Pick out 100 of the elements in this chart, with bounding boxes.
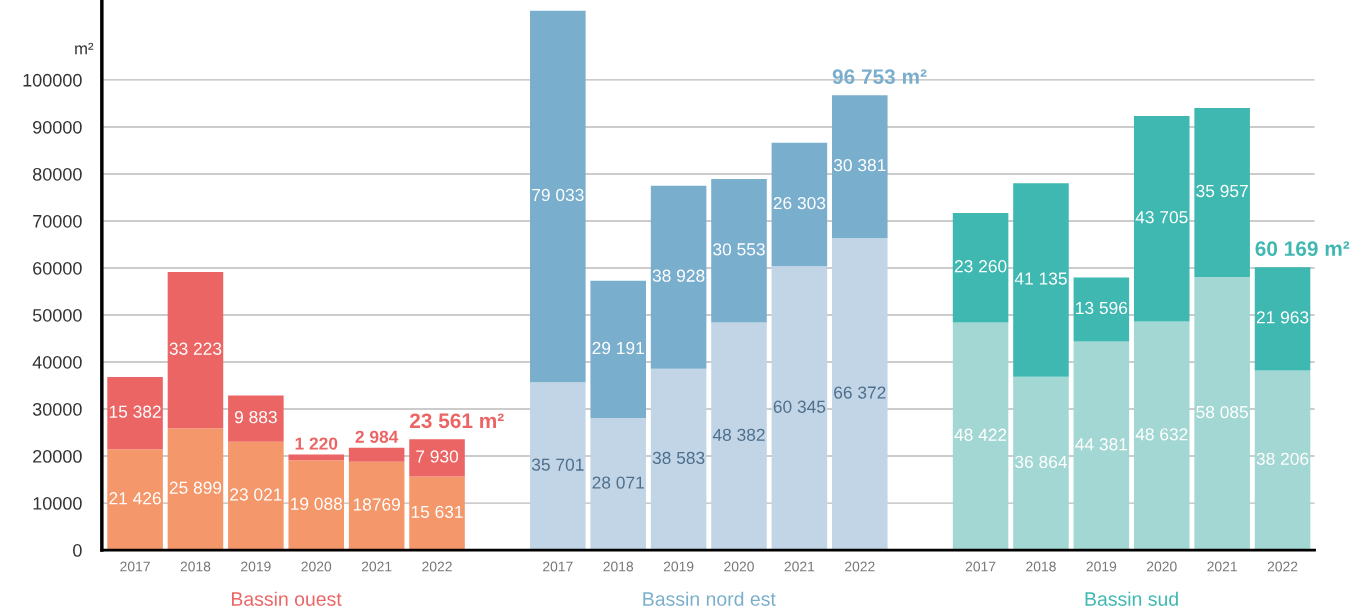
data-label: 7 930 [416, 450, 459, 463]
x-tick-label: 2019 [663, 561, 694, 572]
bar [590, 418, 646, 551]
bar [771, 142, 828, 267]
bar [590, 280, 646, 419]
data-label: 23 021 [230, 488, 282, 501]
text: Bassin nord est [643, 591, 776, 606]
data-label: 66 372 [834, 386, 886, 399]
x-tick-label: 2018 [180, 561, 211, 572]
y-tick-label: 30000 [32, 402, 82, 416]
text: Bassin sud [1085, 591, 1178, 606]
bar [167, 428, 224, 551]
bar [1254, 370, 1311, 551]
data-label: 2 984 [355, 430, 399, 443]
data-label: 23 260 [954, 260, 1007, 273]
y-axis-title: m² [75, 42, 94, 55]
x-tick-label: 2020 [724, 561, 754, 572]
bar [348, 461, 405, 551]
data-label: 48 382 [712, 428, 765, 442]
text: Bassin ouest [231, 591, 342, 606]
data-label: 36 864 [1015, 455, 1068, 469]
data-label: 33 223 [169, 342, 222, 355]
data-label: 58 085 [1196, 405, 1248, 419]
bar [107, 377, 163, 450]
data-label: 19 088 [291, 497, 343, 510]
x-tick-label: 2017 [965, 561, 996, 572]
bar [952, 213, 1009, 323]
bar [107, 449, 163, 551]
bar [952, 322, 1009, 551]
bar [832, 238, 888, 551]
data-label: 21 963 [1256, 311, 1309, 324]
total-label: 23 561 m² [409, 413, 504, 429]
data-label: 44 381 [1075, 438, 1128, 451]
data-label: 41 135 [1014, 272, 1067, 285]
data-label: 15 631 [411, 505, 463, 518]
data-label: 38 206 [1256, 452, 1309, 465]
x-tick-label: 2021 [1207, 561, 1237, 572]
data-label: 1 220 [295, 437, 338, 450]
bar [1073, 277, 1130, 342]
x-tick-label: 2021 [361, 561, 392, 572]
x-tick-label: 2019 [1086, 561, 1117, 572]
y-tick-label: 90000 [33, 120, 82, 134]
data-label: 38 928 [652, 269, 705, 282]
data-label: 35 957 [1196, 184, 1248, 198]
bar [288, 460, 345, 551]
bar [1194, 277, 1250, 551]
data-label: 9 883 [234, 410, 277, 424]
bar [1133, 115, 1190, 322]
total-label: 96 753 m² [832, 69, 927, 85]
y-tick-label: 70000 [33, 214, 82, 228]
bar [1013, 376, 1069, 551]
y-tick-label: 50000 [32, 308, 82, 322]
data-label: 30 381 [833, 158, 886, 172]
x-tick-label: 2021 [784, 561, 815, 572]
bar [1254, 267, 1311, 371]
total-label: 60 169 m² [1255, 241, 1350, 257]
x-tick-label: 2017 [120, 561, 150, 572]
bar [711, 178, 767, 323]
data-label: 15 382 [109, 405, 161, 418]
bar [530, 382, 586, 551]
bar [228, 395, 284, 442]
y-tick-label: 10000 [33, 497, 82, 510]
bar [650, 368, 707, 551]
bar [348, 447, 405, 462]
data-label: 28 071 [592, 476, 644, 489]
x-tick-label: 2022 [845, 561, 875, 572]
x-tick-label: 2019 [241, 561, 271, 572]
x-tick-label: 2022 [1267, 561, 1298, 572]
data-label: 48 632 [1135, 428, 1188, 441]
bar [711, 322, 767, 551]
data-label: 60 345 [773, 400, 826, 413]
data-label: 79 033 [532, 188, 584, 202]
bar [409, 439, 465, 477]
data-label: 29 191 [592, 341, 644, 355]
bar [650, 185, 707, 369]
data-label: 43 705 [1135, 211, 1188, 224]
y-tick-label: 40000 [32, 355, 82, 369]
bar [1133, 321, 1190, 551]
x-tick-label: 2020 [301, 561, 332, 572]
data-label: 48 422 [954, 428, 1007, 441]
bar [530, 10, 586, 383]
x-tick-label: 2022 [422, 561, 452, 572]
y-tick-label: 0 [73, 544, 82, 557]
data-label: 30 553 [713, 243, 765, 256]
data-label: 38 583 [652, 451, 705, 465]
bar [1013, 183, 1069, 377]
data-label: 35 701 [531, 458, 584, 471]
data-label: 21 426 [109, 492, 161, 505]
x-tick-label: 2017 [543, 561, 573, 572]
bar [771, 266, 828, 551]
data-label: 26 303 [773, 196, 826, 210]
data-label: 13 596 [1076, 301, 1128, 315]
bar [1073, 341, 1130, 551]
bar [409, 476, 465, 551]
y-tick-label: 100000 [23, 73, 82, 87]
bar [832, 95, 888, 239]
bar [167, 272, 224, 429]
y-tick-label: 20000 [33, 449, 82, 463]
y-tick-label: 80000 [32, 167, 82, 181]
bar [228, 441, 284, 551]
